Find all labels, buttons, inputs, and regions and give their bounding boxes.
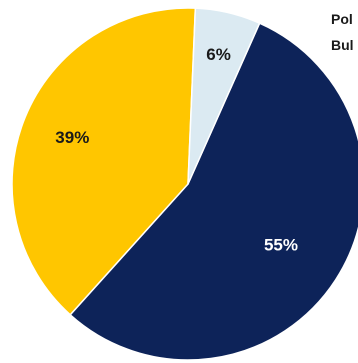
pie-slice-label-1: 55% (264, 235, 298, 254)
pie-slices (11, 7, 358, 361)
pie-slice-3 (187, 7, 261, 185)
pie-labels: 55% 39% 6% (55, 45, 298, 255)
pie-slice-2 (11, 7, 197, 316)
legend-entry-1: Pol (331, 11, 353, 27)
pie-slice-label-2: 39% (55, 128, 89, 147)
pie-slice-1 (69, 22, 358, 361)
pie-slice-label-3: 6% (206, 45, 231, 64)
legend-entry-2: Bul (331, 37, 354, 53)
